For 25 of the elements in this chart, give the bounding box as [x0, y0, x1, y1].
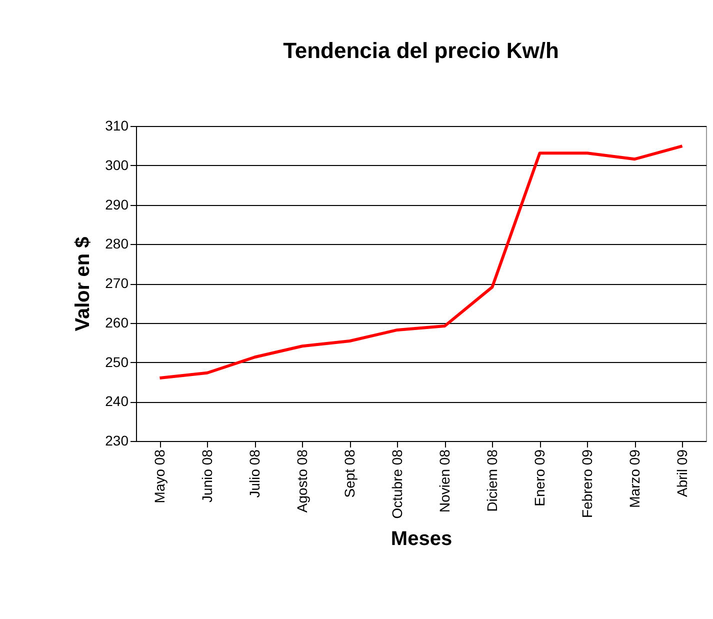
x-tick-label: Mayo 08: [151, 449, 168, 504]
y-tick-label: 300: [105, 156, 129, 173]
x-tick-label: Julio 08: [246, 449, 262, 498]
x-tick-label: Febrero 09: [578, 449, 595, 518]
y-tick-label: 250: [105, 354, 129, 370]
y-tick-label: 290: [105, 196, 129, 212]
x-tick-label: Marzo 09: [626, 449, 642, 508]
x-tick-label: Diciem 08: [484, 449, 500, 512]
y-tick-label: 270: [105, 275, 129, 291]
y-tick-label: 280: [105, 236, 129, 252]
chart-title: Tendencia del precio Kw/h: [283, 38, 559, 63]
x-tick-label: Octubre 08: [388, 449, 405, 519]
x-tick-label: Agosto 08: [294, 449, 310, 513]
x-tick-label: Novien 08: [436, 449, 452, 513]
y-axis-title: Valor en $: [72, 236, 94, 332]
x-axis-title: Meses: [390, 528, 452, 550]
line-series: [158, 144, 684, 380]
y-tick-label: 260: [105, 314, 129, 330]
y-tick-label: 310: [105, 118, 129, 134]
x-tick-label: Enero 09: [531, 449, 548, 506]
x-tick-label: Junio 08: [198, 449, 215, 502]
x-tick-label: Sept 08: [341, 449, 358, 498]
y-tick-label: 230: [105, 432, 129, 448]
y-tick-label: 240: [105, 393, 129, 410]
x-tick-label: Abril 09: [674, 449, 690, 497]
